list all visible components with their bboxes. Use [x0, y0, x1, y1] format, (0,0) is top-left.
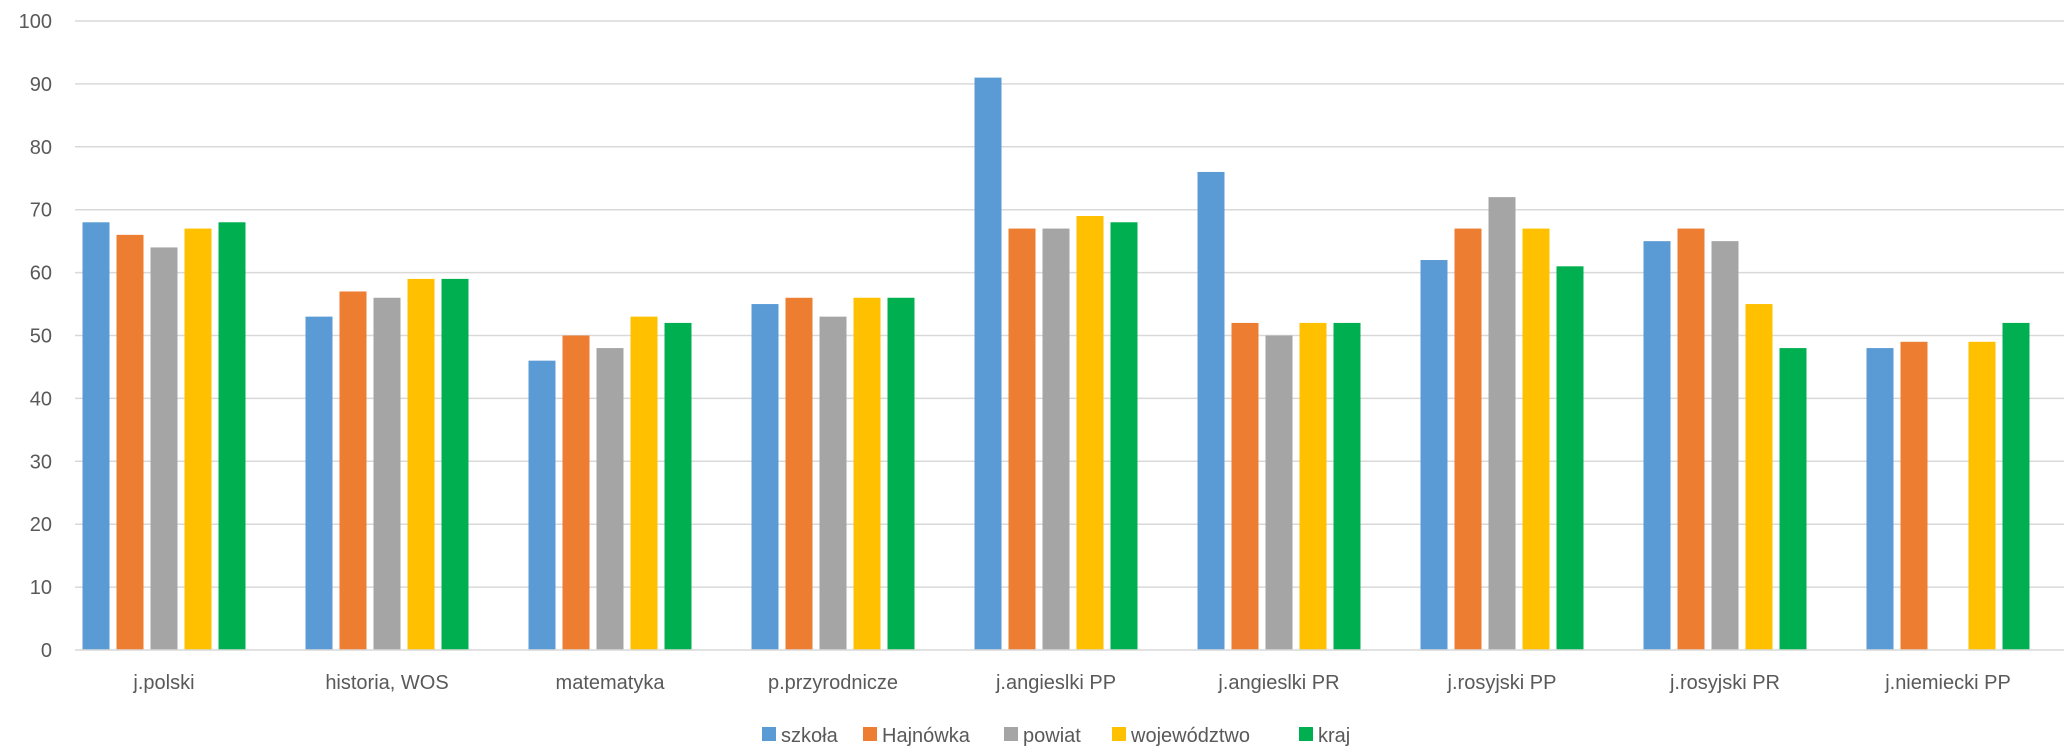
bar [751, 304, 779, 650]
x-tick-label: j.niemiecki PP [1884, 672, 2011, 694]
x-tick-label: matematyka [556, 672, 666, 694]
bar [1008, 228, 1036, 650]
bar [630, 316, 658, 650]
bar [373, 297, 401, 650]
y-tick-label: 90 [30, 74, 52, 96]
x-tick-label: j.angieslki PP [995, 672, 1116, 694]
legend-swatch [762, 727, 776, 741]
bar [116, 234, 144, 651]
x-tick-label: j.angieslki PR [1217, 672, 1339, 694]
bar [1745, 304, 1773, 650]
legend-swatch [1112, 727, 1126, 741]
y-tick-label: 70 [30, 200, 52, 222]
bar [562, 335, 590, 650]
bar [1197, 171, 1225, 650]
bar [1042, 228, 1070, 650]
y-tick-label: 10 [30, 577, 52, 599]
bar [1231, 322, 1259, 650]
legend-label: kraj [1318, 725, 1350, 747]
bar [974, 77, 1002, 651]
bar [528, 360, 556, 650]
x-tick-label: historia, WOS [325, 672, 448, 694]
legend-label: Hajnówka [882, 725, 971, 747]
y-tick-label: 40 [30, 388, 52, 410]
y-tick-label: 60 [30, 263, 52, 285]
bar [1265, 335, 1293, 650]
y-tick-label: 20 [30, 514, 52, 536]
legend: szkoła Hajnówka powiat województwo kraj [762, 725, 1350, 747]
bar [1556, 266, 1584, 650]
legend-label: powiat [1023, 725, 1081, 747]
bar [1420, 260, 1448, 650]
bar [785, 297, 813, 650]
bar [441, 278, 469, 650]
bar [1779, 348, 1807, 650]
bar [1522, 228, 1550, 650]
bar [1900, 341, 1928, 650]
bar [1299, 322, 1327, 650]
bar [1677, 228, 1705, 650]
bars [82, 77, 2030, 651]
bar [339, 291, 367, 650]
bar [1866, 348, 1894, 650]
bar [218, 222, 246, 650]
y-tick-label: 50 [30, 326, 52, 348]
bar [819, 316, 847, 650]
bar [82, 222, 110, 650]
bar [664, 322, 692, 650]
legend-label: województwo [1130, 725, 1250, 747]
bar [1968, 341, 1996, 650]
bar [887, 297, 915, 650]
bar [2002, 322, 2030, 650]
y-tick-label: 80 [30, 137, 52, 159]
bar [1711, 241, 1739, 650]
axes: 0 10 20 30 40 50 60 70 80 90 100 j.polski historia, … [19, 11, 2064, 694]
x-tick-label: j.polski [132, 672, 194, 694]
legend-swatch [1299, 727, 1313, 741]
bar [1488, 197, 1516, 650]
bar [1333, 322, 1361, 650]
bar [150, 247, 178, 650]
bar [1110, 222, 1138, 650]
x-tick-label: j.rosyjski PR [1669, 672, 1780, 694]
y-tick-label: 0 [41, 640, 52, 662]
x-tick-label: j.rosyjski PP [1447, 672, 1557, 694]
bar [853, 297, 881, 650]
x-tick-label: p.przyrodnicze [768, 672, 898, 694]
bar [1454, 228, 1482, 650]
bar [184, 228, 212, 650]
bar [407, 278, 435, 650]
bar [1076, 215, 1104, 651]
legend-swatch [1004, 727, 1018, 741]
bar [305, 316, 333, 650]
legend-swatch [863, 727, 877, 741]
bar [1643, 241, 1671, 650]
y-tick-label: 30 [30, 451, 52, 473]
y-tick-label: 100 [19, 11, 52, 33]
bar [596, 348, 624, 650]
legend-label: szkoła [781, 725, 839, 747]
